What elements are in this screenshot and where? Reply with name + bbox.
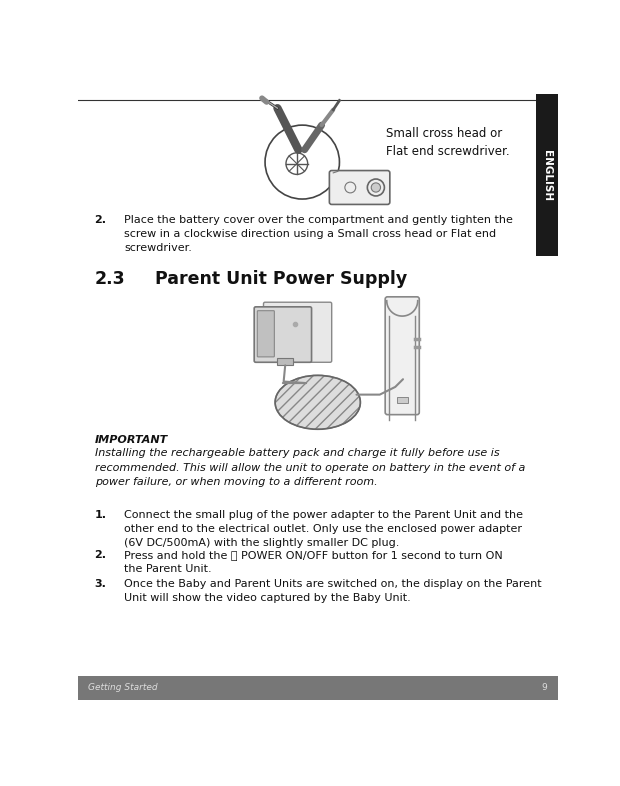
Text: 2.: 2. xyxy=(94,215,107,226)
Bar xyxy=(278,358,293,365)
Bar xyxy=(78,676,558,700)
Ellipse shape xyxy=(275,376,360,429)
Text: 2.3: 2.3 xyxy=(94,270,125,288)
FancyBboxPatch shape xyxy=(329,171,390,204)
Text: Once the Baby and Parent Units are switched on, the display on the Parent
Unit w: Once the Baby and Parent Units are switc… xyxy=(124,579,542,604)
Text: 3.: 3. xyxy=(94,579,107,590)
Text: 2.: 2. xyxy=(94,550,107,560)
Text: Press and hold the ⓕ POWER ON/OFF button for 1 second to turn ON
the Parent Unit: Press and hold the ⓕ POWER ON/OFF button… xyxy=(124,550,503,574)
FancyBboxPatch shape xyxy=(254,307,312,362)
Text: Getting Started: Getting Started xyxy=(88,684,158,692)
Text: IMPORTANT: IMPORTANT xyxy=(94,435,168,446)
Bar xyxy=(536,94,558,256)
FancyBboxPatch shape xyxy=(385,297,419,415)
Text: Connect the small plug of the power adapter to the Parent Unit and the
other end: Connect the small plug of the power adap… xyxy=(124,510,523,548)
Text: Parent Unit Power Supply: Parent Unit Power Supply xyxy=(155,270,407,288)
Text: ENGLISH: ENGLISH xyxy=(542,149,552,200)
Text: Small cross head or
Flat end screwdriver.: Small cross head or Flat end screwdriver… xyxy=(386,127,510,158)
FancyBboxPatch shape xyxy=(264,303,332,362)
Circle shape xyxy=(371,183,381,192)
Text: 1.: 1. xyxy=(94,510,107,520)
FancyBboxPatch shape xyxy=(257,310,275,357)
Bar xyxy=(397,397,408,403)
Text: Place the battery cover over the compartment and gently tighten the
screw in a c: Place the battery cover over the compart… xyxy=(124,215,513,253)
Text: 9: 9 xyxy=(541,684,547,692)
Text: Installing the rechargeable battery pack and charge it fully before use is
recom: Installing the rechargeable battery pack… xyxy=(94,448,525,487)
